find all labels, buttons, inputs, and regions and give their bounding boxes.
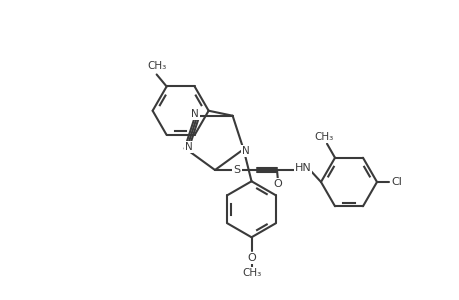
Text: N: N [241,146,249,156]
Text: N: N [191,109,199,119]
Text: HN: HN [294,163,311,173]
Text: N: N [184,142,192,152]
Text: Cl: Cl [391,177,402,187]
Text: O: O [246,253,255,263]
Text: CH₃: CH₃ [147,61,166,71]
Text: CH₃: CH₃ [241,268,261,278]
Text: O: O [273,179,282,189]
Text: CH₃: CH₃ [313,132,333,142]
Text: S: S [233,165,240,175]
